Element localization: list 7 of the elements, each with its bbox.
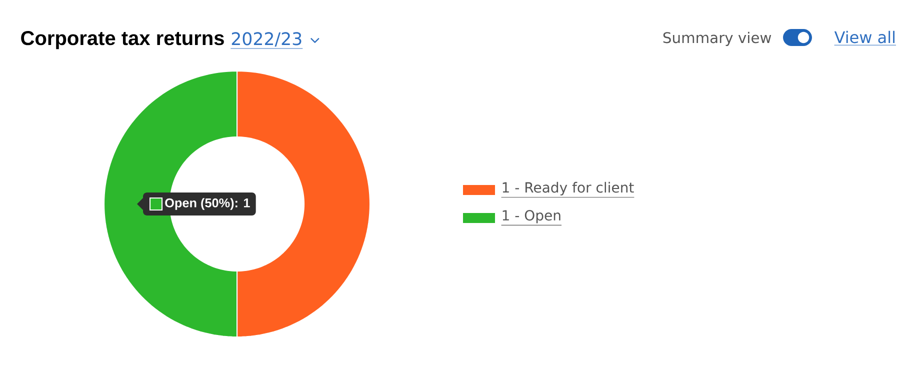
chart-subtitle: 2022/23 (232, 32, 302, 47)
text: Open (50%): 1 (165, 198, 250, 210)
legend-label: 1 - Open (502, 210, 560, 224)
chart-title: Corporate tax returns (21, 31, 224, 50)
legend-label: 1 - Ready for client (502, 182, 634, 196)
text: Summary view (663, 32, 772, 46)
text: View all (834, 30, 895, 44)
